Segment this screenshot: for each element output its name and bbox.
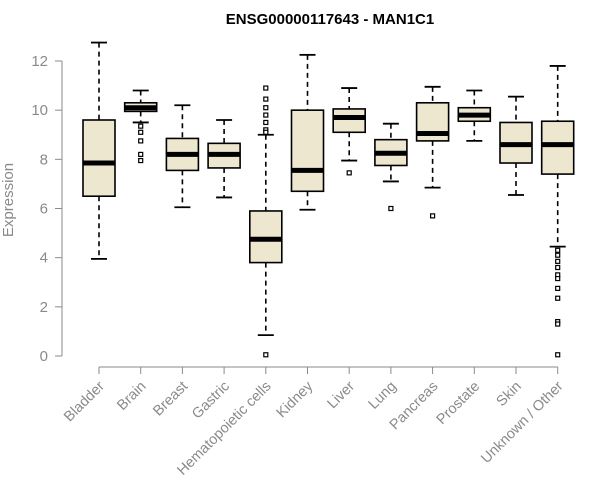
boxes-layer xyxy=(82,41,575,358)
outlier-point xyxy=(263,105,269,111)
y-tick-label: 2 xyxy=(40,299,48,316)
outlier-point xyxy=(263,112,269,118)
box xyxy=(82,119,116,198)
outlier-point xyxy=(263,352,269,358)
box-group xyxy=(415,85,450,219)
outlier-point xyxy=(263,96,269,102)
box-group xyxy=(165,104,200,209)
box-group xyxy=(207,119,241,199)
y-tick-label: 4 xyxy=(40,250,48,267)
outlier-point xyxy=(263,129,269,135)
x-tick-label: Bladder xyxy=(61,378,108,425)
outlier-point xyxy=(555,252,561,258)
outlier-point xyxy=(346,170,352,176)
box-group xyxy=(374,122,408,212)
x-tick-label: Skin xyxy=(494,379,525,410)
outlier-point xyxy=(555,285,561,291)
y-axis: 0 2 4 6 8 10 12 xyxy=(31,53,63,365)
box-group xyxy=(499,95,533,196)
box-group xyxy=(540,65,575,358)
outlier-point xyxy=(555,321,561,327)
outlier-point xyxy=(263,85,269,91)
x-tick-label: Prostate xyxy=(434,379,483,428)
outlier-point xyxy=(138,129,144,135)
outlier-point xyxy=(555,264,561,271)
outlier-point xyxy=(263,119,269,126)
x-tick-label: Brain xyxy=(114,379,149,414)
box-group xyxy=(249,85,283,358)
x-tick-label: Lung xyxy=(366,379,400,413)
box-group xyxy=(290,53,325,211)
box xyxy=(540,120,575,175)
box xyxy=(290,109,325,193)
box-group xyxy=(82,41,116,260)
x-tick-label: Breast xyxy=(150,379,191,420)
y-tick-label: 10 xyxy=(31,102,48,119)
chart-title: ENSG00000117643 - MAN1C1 xyxy=(226,11,434,28)
outlier-point xyxy=(555,258,561,264)
box-group xyxy=(332,87,367,176)
outlier-point xyxy=(138,123,144,129)
outlier-point xyxy=(138,138,144,144)
y-axis-label: Expression xyxy=(0,163,17,237)
x-tick-label: Liver xyxy=(324,378,358,412)
outlier-point xyxy=(555,295,561,301)
y-tick-label: 0 xyxy=(40,348,48,365)
box-group xyxy=(123,89,158,164)
box xyxy=(332,108,367,134)
box-group xyxy=(457,89,492,142)
y-tick-label: 6 xyxy=(40,201,48,218)
x-tick-label: Kidney xyxy=(274,378,317,421)
outlier-point xyxy=(555,275,561,282)
outlier-point xyxy=(138,157,144,164)
outlier-point xyxy=(430,213,436,219)
outlier-point xyxy=(555,247,561,253)
outlier-point xyxy=(138,151,144,158)
outlier-point xyxy=(555,352,561,358)
y-tick-label: 8 xyxy=(40,151,48,168)
y-tick-label: 12 xyxy=(31,53,48,70)
outlier-point xyxy=(388,205,394,212)
